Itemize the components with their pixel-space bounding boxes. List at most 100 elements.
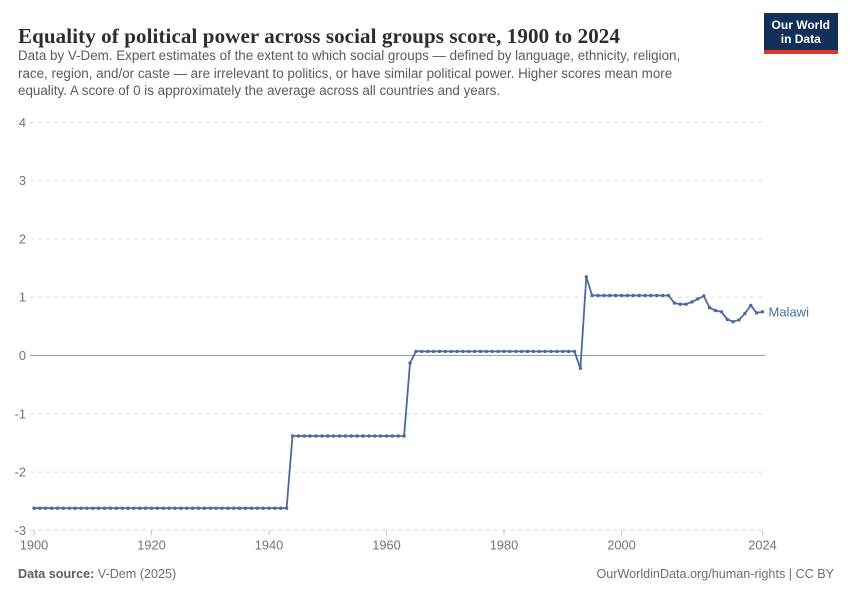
data-point xyxy=(120,506,124,510)
chart-title: Equality of political power across socia… xyxy=(18,24,620,49)
data-point xyxy=(478,349,483,354)
x-axis-label: 1900 xyxy=(20,537,48,552)
y-axis-label: -3 xyxy=(15,523,26,538)
data-point xyxy=(655,293,659,298)
data-point xyxy=(572,349,577,354)
data-point xyxy=(713,308,718,313)
data-point xyxy=(472,349,477,354)
data-point xyxy=(390,434,395,438)
data-point xyxy=(543,349,547,354)
owid-logo[interactable]: Our World in Data xyxy=(763,13,838,54)
data-point xyxy=(461,349,465,354)
data-point xyxy=(649,293,653,298)
y-axis-label: 2 xyxy=(19,231,26,246)
data-point xyxy=(425,349,430,354)
data-point xyxy=(102,506,107,510)
data-point xyxy=(49,506,54,510)
data-point xyxy=(279,506,283,510)
data-point xyxy=(126,506,130,510)
y-axis-label: -2 xyxy=(15,465,26,480)
data-point xyxy=(155,506,160,510)
data-point xyxy=(237,506,242,510)
data-point xyxy=(437,349,442,354)
data-point xyxy=(55,506,60,510)
credit-line: OurWorldinData.org/human-rights | CC BY xyxy=(596,567,834,581)
data-point xyxy=(590,293,594,298)
data-point xyxy=(108,506,113,510)
data-point xyxy=(702,294,706,298)
y-axis-label: -1 xyxy=(15,406,26,421)
data-point xyxy=(314,434,318,438)
data-point xyxy=(749,303,753,308)
data-point xyxy=(273,506,277,510)
data-point xyxy=(725,317,729,322)
x-axis-label: 2024 xyxy=(748,537,776,552)
subtitle-line: equality. A score of 0 is approximately … xyxy=(18,83,501,98)
data-point xyxy=(384,434,389,438)
data-point xyxy=(149,506,154,510)
data-point xyxy=(743,311,747,316)
data-point xyxy=(190,506,195,510)
data-point xyxy=(349,434,353,438)
data-point xyxy=(91,506,95,510)
data-point xyxy=(402,434,406,438)
data-point xyxy=(32,506,36,510)
data-point xyxy=(361,434,365,438)
data-point xyxy=(643,293,647,298)
data-point xyxy=(508,349,512,354)
subtitle-line: Data by V-Dem. Expert estimates of the e… xyxy=(18,48,681,63)
data-point xyxy=(79,506,83,510)
data-point xyxy=(608,293,612,298)
data-point xyxy=(296,434,301,438)
data-point xyxy=(549,349,553,354)
data-point xyxy=(378,434,383,438)
x-axis-label: 2000 xyxy=(607,537,635,552)
y-axis-label: 4 xyxy=(19,115,26,130)
owid-logo-line1: Our World xyxy=(771,18,830,32)
data-point xyxy=(249,506,254,510)
data-point xyxy=(38,506,42,510)
data-point xyxy=(302,434,306,438)
data-point xyxy=(555,349,559,354)
data-point xyxy=(243,506,248,510)
data-point xyxy=(660,293,665,298)
data-point xyxy=(132,506,136,510)
entity-label: Malawi xyxy=(769,304,810,319)
x-axis-label: 1980 xyxy=(490,537,518,552)
data-point xyxy=(431,349,436,354)
subtitle-line: race, region, and/or caste — are irrelev… xyxy=(18,65,673,81)
data-point xyxy=(467,349,471,354)
data-point xyxy=(261,506,265,510)
data-point xyxy=(502,349,506,354)
data-point xyxy=(161,506,165,510)
data-point xyxy=(173,506,177,510)
data-point xyxy=(196,506,201,510)
data-point xyxy=(355,434,359,438)
data-point xyxy=(214,506,218,510)
data-point xyxy=(85,506,89,510)
data-point xyxy=(185,506,189,510)
data-point xyxy=(414,349,418,354)
data-point xyxy=(596,293,600,298)
data-point xyxy=(67,506,72,510)
data-point xyxy=(96,506,101,510)
data-point xyxy=(167,506,171,510)
x-axis-label: 1960 xyxy=(372,537,400,552)
data-point xyxy=(455,349,459,354)
x-axis-label: 1940 xyxy=(255,537,283,552)
data-point xyxy=(267,506,271,510)
data-point xyxy=(496,349,500,354)
data-point xyxy=(44,506,48,510)
data-point xyxy=(619,293,624,298)
data-point xyxy=(232,506,236,510)
data-point xyxy=(754,311,759,315)
data-point xyxy=(320,434,324,438)
data-point xyxy=(61,506,66,510)
data-point xyxy=(337,434,342,438)
data-source: Data source: V-Dem (2025) xyxy=(18,567,176,581)
data-point xyxy=(331,434,336,438)
data-point xyxy=(672,301,677,305)
data-point xyxy=(602,293,606,298)
